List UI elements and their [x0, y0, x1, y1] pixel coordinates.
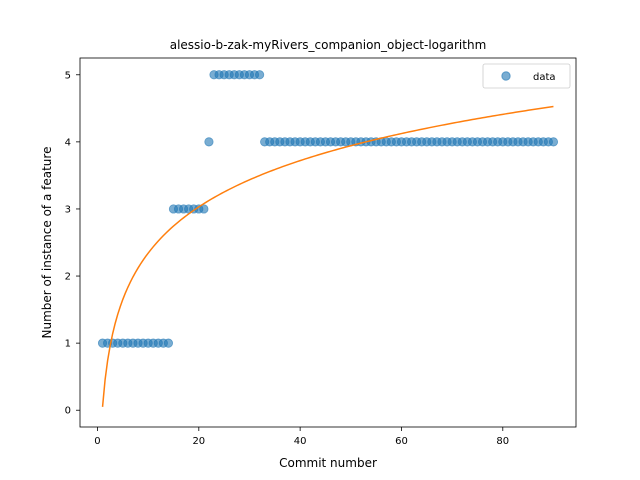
x-tick-label: 40: [294, 436, 307, 447]
data-point: [204, 137, 214, 147]
data-point: [548, 137, 559, 147]
y-axis-label: Number of instance of a feature: [40, 147, 54, 339]
legend: data: [482, 63, 571, 89]
chart-title: alessio-b-zak-myRivers_companion_object-…: [170, 38, 487, 52]
legend-marker-data: [501, 71, 511, 81]
y-tick-label: 2: [65, 272, 71, 283]
y-tick-label: 1: [65, 339, 71, 350]
legend-box: [482, 63, 571, 89]
data-point: [255, 70, 265, 80]
x-tick-label: 80: [496, 436, 509, 447]
x-axis-label: Commit number: [279, 456, 377, 470]
plot-frame: [79, 57, 577, 428]
legend-label-data: data: [533, 72, 556, 83]
y-axis: 0 1 2 3 4 5: [65, 70, 80, 417]
data-point: [163, 338, 174, 348]
plot-marks: [97, 70, 559, 407]
x-tick-label: 60: [395, 436, 408, 447]
y-tick-label: 3: [65, 204, 71, 215]
x-tick-label: 20: [192, 436, 205, 447]
x-axis: 0 20 40 60 80: [94, 427, 509, 447]
fit-line: [101, 105, 554, 407]
y-tick-label: 0: [65, 406, 71, 417]
x-tick-label: 0: [94, 436, 100, 447]
y-tick-label: 5: [65, 70, 71, 81]
data-point: [199, 204, 209, 214]
y-tick-label: 4: [65, 137, 71, 148]
